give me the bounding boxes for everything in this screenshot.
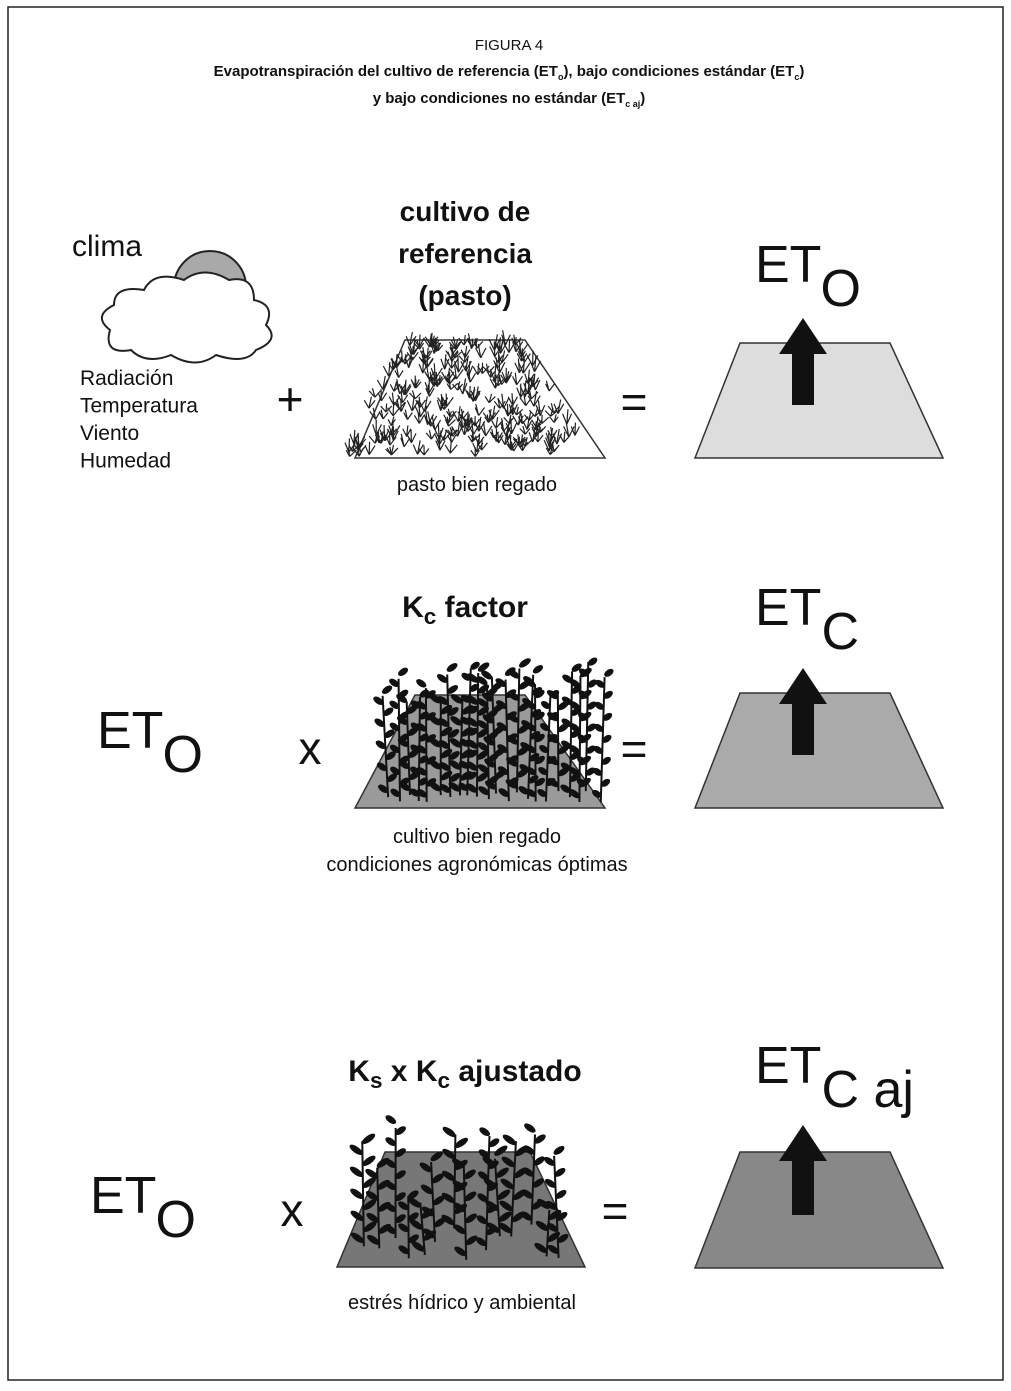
text-part: ET	[97, 702, 163, 760]
heading: cultivo de	[400, 196, 531, 227]
text-part: ET	[755, 1037, 821, 1095]
operator: x	[299, 722, 322, 774]
figure-title: y bajo condiciones no estándar (ETc aj)	[373, 90, 646, 109]
figure-label: FIGURA 4	[475, 37, 543, 54]
subscript: c	[438, 1068, 451, 1093]
subscript: C aj	[821, 1061, 913, 1119]
heading: Kc factor	[402, 591, 528, 629]
text-part: ET	[755, 579, 821, 637]
figure-title: Evapotranspiración del cultivo de refere…	[214, 63, 805, 82]
climate-factor: Humedad	[80, 450, 171, 473]
text-part: )	[799, 63, 804, 80]
stem	[408, 1196, 409, 1258]
heading: referencia	[398, 238, 532, 269]
text-part: K	[348, 1055, 370, 1088]
climate-factor: Radiación	[80, 367, 173, 390]
subscript: O	[156, 1191, 196, 1249]
text-part: x K	[382, 1055, 437, 1088]
subscript: c aj	[625, 99, 640, 109]
caption: pasto bien regado	[397, 474, 557, 496]
caption: estrés hídrico y ambiental	[348, 1292, 576, 1314]
text-part: Evapotranspiración del cultivo de refere…	[214, 63, 558, 80]
text-part: y bajo condiciones no estándar (ET	[373, 90, 626, 107]
text-part: K	[402, 591, 424, 624]
text-part: ET	[755, 236, 821, 294]
subscript: O	[163, 726, 203, 784]
equals: =	[621, 376, 648, 428]
subscript: c	[424, 604, 437, 629]
climate-factor: Viento	[80, 422, 139, 445]
text-part: ajustado	[450, 1055, 582, 1088]
text-part: factor	[436, 591, 528, 624]
text-part: ), bajo condiciones estándar (ET	[563, 63, 794, 80]
text-part: ET	[90, 1167, 156, 1225]
operator: x	[281, 1184, 304, 1236]
text-part: )	[640, 90, 645, 107]
subscript: O	[821, 260, 861, 318]
heading: Ks x Kc ajustado	[348, 1055, 581, 1093]
caption: condiciones agronómicas óptimas	[326, 854, 627, 876]
climate-factor: Temperatura	[80, 395, 198, 418]
climate-label: clima	[72, 230, 142, 263]
subscript: s	[370, 1068, 383, 1093]
operator: +	[277, 373, 304, 425]
caption: cultivo bien regado	[393, 826, 561, 848]
equals: =	[621, 723, 648, 775]
subscript: C	[821, 603, 859, 661]
equals: =	[602, 1185, 629, 1237]
heading: (pasto)	[418, 280, 511, 311]
